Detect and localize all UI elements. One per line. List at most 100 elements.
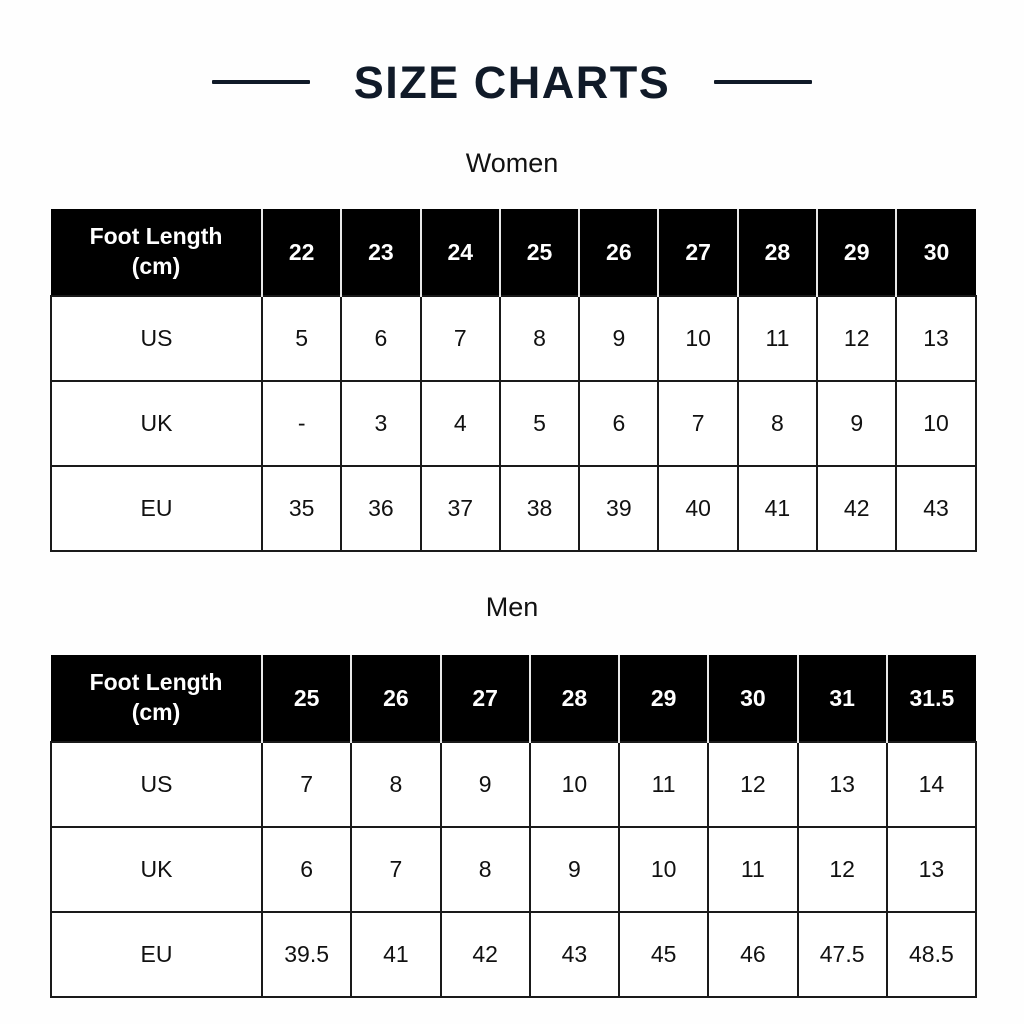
- section-caption-women: Women: [465, 148, 559, 178]
- table-row: EU 39.5 41 42 43 45 46 47.5 48.5: [50, 911, 978, 998]
- table-cell: 8: [439, 826, 531, 913]
- table-cell: 10: [528, 741, 621, 828]
- table-cell: 46: [707, 911, 799, 998]
- table-cell: 14: [885, 741, 978, 828]
- table-cell: 12: [707, 741, 799, 828]
- foot-length-header-line1: Foot Length: [89, 669, 223, 696]
- table-cell: 5: [498, 380, 581, 467]
- table-cell: 13: [885, 826, 978, 913]
- size-header-cell: 28: [737, 209, 819, 296]
- table-cell: 8: [498, 295, 581, 382]
- table-cell: 38: [498, 465, 581, 552]
- size-header-cell: 26: [351, 655, 442, 742]
- size-header-cell: 27: [440, 655, 531, 742]
- table-cell: 39: [578, 465, 660, 552]
- table-header-row: Foot Length (cm) 22 23 24 25 26 27 28 29…: [51, 209, 976, 296]
- size-header-cell: 25: [499, 209, 581, 296]
- size-header-cell: 22: [262, 209, 343, 296]
- table-cell: 13: [895, 295, 977, 382]
- table-cell: 7: [260, 741, 353, 828]
- table-cell: 43: [528, 911, 621, 998]
- table-cell: 6: [340, 295, 422, 382]
- table-cell: 7: [657, 380, 739, 467]
- table-cell: 41: [350, 911, 442, 998]
- table-cell: 9: [528, 826, 621, 913]
- foot-length-header-line2: (cm): [131, 253, 181, 279]
- table-cell: 6: [578, 380, 660, 467]
- table-cell: 11: [707, 826, 799, 913]
- table-row: UK 6 7 8 9 10 11 12 13: [50, 826, 978, 913]
- size-header-cell: 30: [708, 655, 799, 742]
- table-cell: 35: [260, 465, 343, 552]
- table-cell: 9: [816, 380, 898, 467]
- table-cell: 6: [260, 826, 353, 913]
- table-cell: 41: [736, 465, 819, 552]
- table-row: UK - 3 4 5 6 7 8 9 10: [50, 380, 977, 467]
- table-row: US 5 6 7 8 9 10 11 12 13: [50, 295, 977, 382]
- table-header-men: Foot Length (cm) 25 26 27 28 29 30 31 31…: [51, 655, 976, 742]
- row-label: EU: [50, 465, 263, 552]
- row-label: UK: [50, 826, 263, 913]
- table-row: EU 35 36 37 38 39 40 41 42 43: [50, 465, 977, 552]
- table-cell: -: [260, 380, 343, 467]
- foot-length-header-line1: Foot Length: [89, 223, 223, 250]
- table-cell: 7: [419, 295, 501, 382]
- table-cell: 45: [617, 911, 710, 998]
- decorative-rule-left-icon: [211, 80, 310, 84]
- table-cell: 13: [796, 741, 888, 828]
- table-cell: 10: [895, 380, 977, 467]
- table-cell: 8: [350, 741, 442, 828]
- table-header-row: Foot Length (cm) 25 26 27 28 29 30 31 31…: [51, 655, 976, 742]
- row-label: UK: [50, 380, 263, 467]
- table-cell: 12: [816, 295, 898, 382]
- table-cell: 12: [796, 826, 888, 913]
- decorative-rule-right-icon: [714, 80, 813, 84]
- table-cell: 37: [419, 465, 501, 552]
- table-cell: 7: [350, 826, 442, 913]
- size-table-women: Foot Length (cm) 22 23 24 25 26 27 28 29…: [50, 209, 977, 552]
- table-cell: 9: [578, 295, 660, 382]
- size-header-cell: 23: [341, 209, 422, 296]
- size-table-men: Foot Length (cm) 25 26 27 28 29 30 31 31…: [50, 655, 978, 998]
- page-title: SIZE CHARTS: [353, 56, 671, 108]
- row-label: US: [50, 741, 263, 828]
- size-header-cell: 28: [529, 655, 621, 742]
- table-cell: 10: [617, 826, 710, 913]
- size-header-cell: 26: [579, 209, 660, 296]
- size-header-cell: 29: [619, 655, 710, 742]
- section-caption-men: Men: [485, 592, 539, 622]
- size-header-cell: 27: [658, 209, 739, 296]
- size-header-cell: 31: [797, 655, 888, 742]
- size-header-cell: 30: [896, 209, 976, 296]
- table-cell: 10: [657, 295, 739, 382]
- table-body-women: US 5 6 7 8 9 10 11 12 13 UK - 3 4 5 6 7 …: [50, 295, 977, 552]
- size-header-cell: 25: [262, 655, 353, 742]
- table-cell: 11: [736, 295, 819, 382]
- table-row: US 7 8 9 10 11 12 13 14: [50, 741, 978, 828]
- foot-length-header: Foot Length (cm): [51, 655, 263, 742]
- page-header: SIZE CHARTS: [0, 52, 1024, 112]
- table-cell: 43: [895, 465, 977, 552]
- table-cell: 5: [260, 295, 343, 382]
- table-body-men: US 7 8 9 10 11 12 13 14 UK 6 7 8 9 10 11…: [50, 741, 978, 998]
- table-cell: 11: [617, 741, 710, 828]
- table-cell: 48.5: [885, 911, 978, 998]
- table-cell: 9: [439, 741, 531, 828]
- foot-length-header-line2: (cm): [131, 699, 181, 725]
- size-header-cell: 31.5: [886, 655, 976, 742]
- table-cell: 47.5: [796, 911, 888, 998]
- table-cell: 8: [736, 380, 819, 467]
- size-header-cell: 24: [420, 209, 501, 296]
- table-cell: 42: [439, 911, 531, 998]
- foot-length-header: Foot Length (cm): [51, 209, 263, 296]
- table-header-women: Foot Length (cm) 22 23 24 25 26 27 28 29…: [51, 209, 976, 296]
- size-header-cell: 29: [817, 209, 898, 296]
- row-label: EU: [50, 911, 263, 998]
- table-cell: 40: [657, 465, 739, 552]
- table-cell: 39.5: [260, 911, 353, 998]
- table-cell: 3: [340, 380, 422, 467]
- row-label: US: [50, 295, 263, 382]
- table-cell: 42: [816, 465, 898, 552]
- table-cell: 4: [419, 380, 501, 467]
